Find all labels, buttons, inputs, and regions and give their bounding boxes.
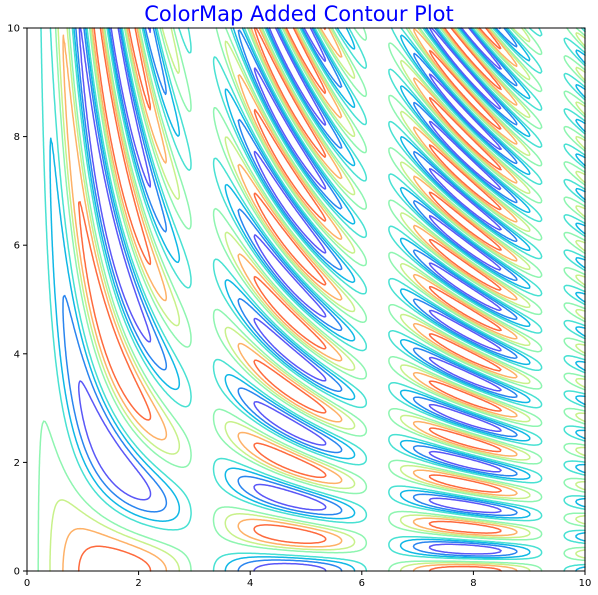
x-tick-label: 8 [470, 578, 476, 589]
plot-frame [26, 27, 586, 572]
x-tick-label: 6 [359, 578, 365, 589]
contour-level-0p2 [37, 27, 586, 572]
contour-level-neg0p4 [49, 27, 586, 572]
x-tick-label: 0 [24, 578, 30, 589]
y-tick-label: 2 [14, 458, 20, 469]
y-tick-label: 8 [14, 132, 20, 143]
x-tick-label: 2 [135, 578, 141, 589]
contour-level-0p6 [62, 27, 518, 572]
y-tick-label: 10 [7, 24, 20, 35]
y-tick-label: 4 [14, 349, 20, 360]
axes-group: 0 2 4 6 8 10 0 2 4 6 8 10 [7, 24, 591, 590]
contour-level-neg0p6 [62, 27, 518, 572]
y-tick-label: 6 [14, 241, 20, 252]
contour-lines-group [37, 27, 586, 572]
x-tick-label: 10 [579, 578, 592, 589]
chart-title: ColorMap Added Contour Plot [144, 2, 454, 26]
y-tick-label: 0 [14, 567, 20, 578]
contour-level-neg0p8 [77, 27, 502, 572]
x-tick-label: 4 [247, 578, 253, 589]
contour-level-0p4 [49, 27, 586, 572]
contour-level-neg0p2 [40, 27, 586, 572]
